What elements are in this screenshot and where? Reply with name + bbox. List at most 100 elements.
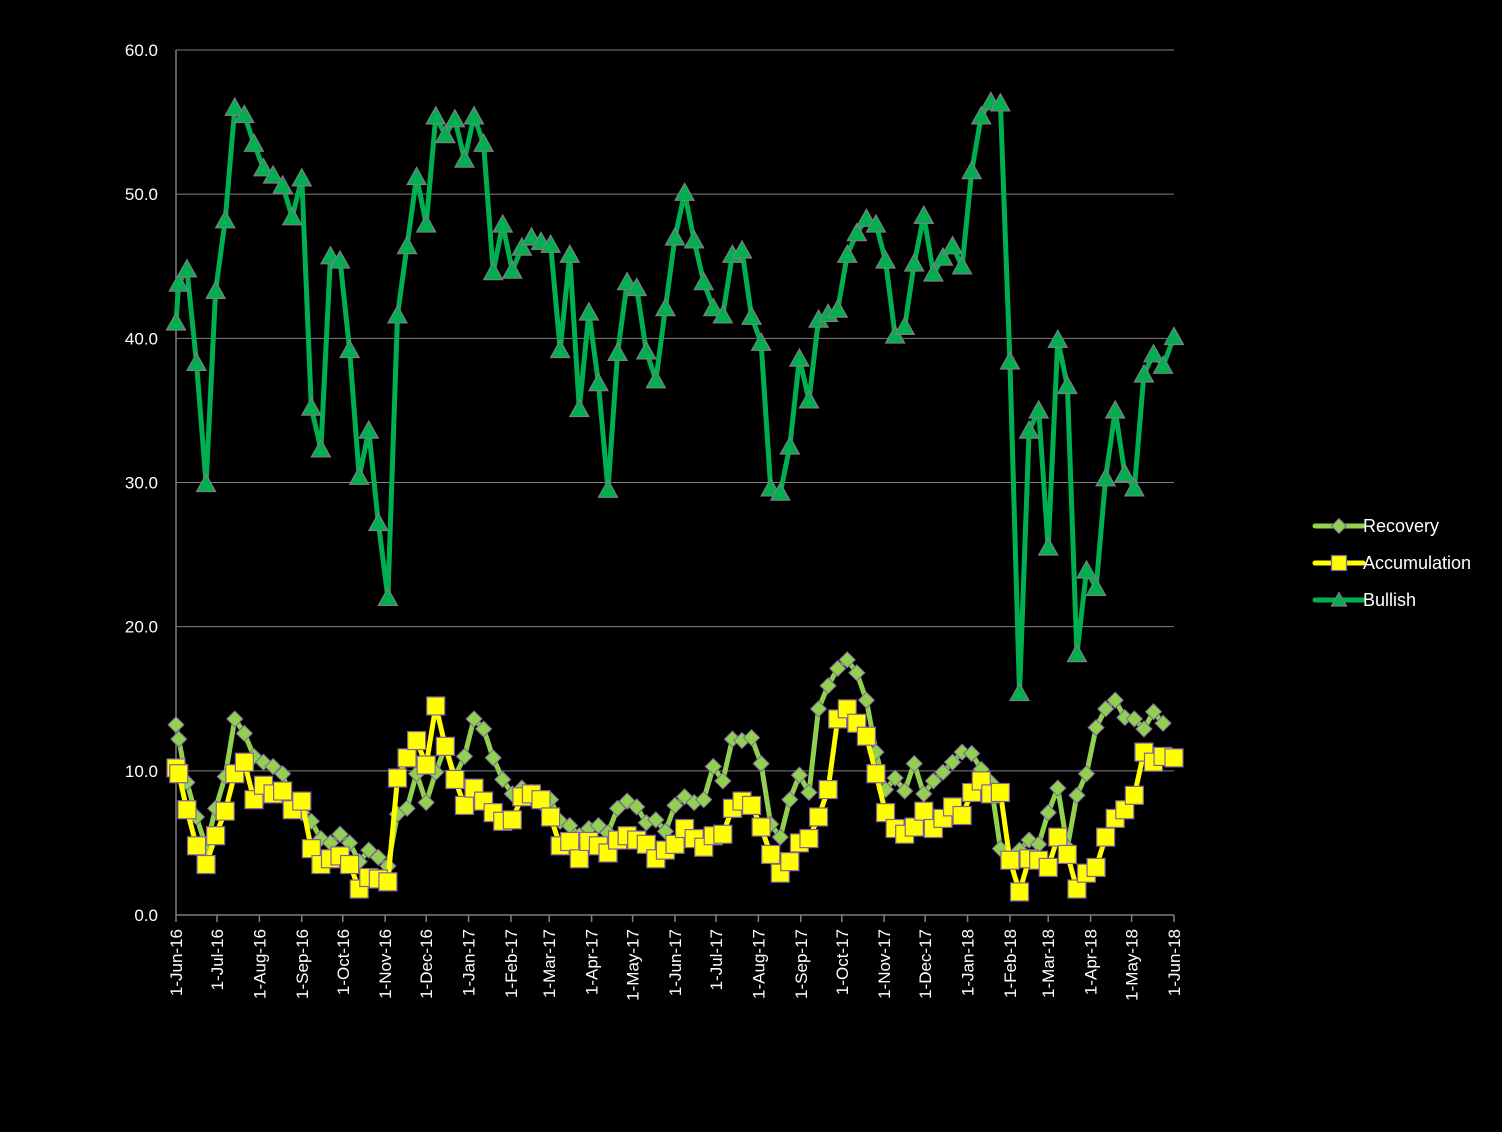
data-point-recovery — [1125, 710, 1144, 728]
data-point-bullish — [453, 148, 475, 168]
data-point-bullish — [300, 396, 322, 416]
data-point-accumulation — [569, 849, 589, 869]
data-point-accumulation — [531, 790, 551, 810]
data-point-recovery — [608, 799, 627, 818]
data-point-recovery — [455, 747, 474, 766]
data-point-bullish — [798, 389, 820, 409]
data-point-bullish — [645, 369, 667, 389]
data-point-bullish — [195, 473, 217, 493]
data-point-bullish — [492, 213, 514, 233]
data-point-bullish — [339, 339, 361, 359]
data-point-bullish — [731, 239, 753, 259]
data-point-accumulation — [387, 768, 408, 788]
data-point-bullish — [1123, 477, 1145, 497]
legend-marker-bullish — [1330, 591, 1348, 607]
data-point-bullish — [511, 236, 533, 256]
axes: 0.0 10.0 20.0 30.0 40.0 50.0 60.0 1-Jun-16 1-Jul… — [125, 41, 1184, 1001]
x-tick-label: 1-Jun-18 — [1165, 929, 1184, 996]
data-point-accumulation — [761, 844, 781, 865]
data-point-bullish — [406, 166, 428, 186]
data-point-accumulation — [397, 748, 417, 768]
data-point-bullish — [1056, 375, 1078, 395]
data-point-bullish — [176, 258, 198, 278]
data-point-recovery — [1077, 765, 1096, 783]
y-tick-label: 60.0 — [125, 41, 158, 60]
data-point-recovery — [1039, 803, 1057, 822]
data-point-recovery — [1135, 720, 1153, 738]
data-point-recovery — [1144, 703, 1163, 721]
data-point-accumulation — [454, 795, 475, 816]
data-point-recovery — [857, 691, 876, 709]
data-point-recovery — [1049, 779, 1067, 797]
data-point-bullish — [587, 372, 609, 392]
data-point-accumulation — [378, 872, 398, 892]
data-point-bullish — [626, 277, 648, 297]
series-recovery — [167, 651, 1172, 875]
data-point-bullish — [846, 222, 868, 242]
data-point-accumulation — [1038, 857, 1058, 878]
data-point-accumulation — [856, 726, 876, 746]
gridlines — [176, 49, 1174, 772]
data-point-accumulation — [1164, 748, 1184, 768]
data-point-accumulation — [445, 769, 465, 790]
x-tick-label: 1-Aug-17 — [749, 929, 768, 999]
data-point-accumulation — [177, 800, 197, 820]
data-point-recovery — [264, 757, 282, 776]
data-point-recovery — [714, 772, 732, 790]
data-point-recovery — [838, 651, 856, 669]
data-point-accumulation — [215, 801, 235, 821]
legend-marker-accumulation — [1330, 554, 1348, 572]
data-point-bullish — [415, 213, 437, 233]
data-point-bullish — [578, 301, 600, 321]
data-point-recovery — [474, 720, 493, 738]
data-point-recovery — [1154, 714, 1172, 732]
data-point-recovery — [360, 841, 378, 859]
data-point-accumulation — [741, 795, 762, 816]
data-point-recovery — [695, 790, 713, 809]
x-tick-label: 1-Jun-17 — [666, 929, 685, 996]
data-point-bullish — [607, 342, 629, 361]
x-tick-label: 1-May-18 — [1123, 929, 1142, 1001]
data-point-accumulation — [196, 854, 216, 875]
legend-item-recovery: Recovery — [1312, 516, 1439, 536]
data-point-bullish — [243, 132, 265, 152]
data-point-recovery — [235, 724, 254, 743]
data-point-accumulation — [540, 807, 561, 827]
x-tick-label: 1-Jul-17 — [707, 929, 726, 990]
data-point-recovery — [828, 659, 847, 678]
data-point-bullish — [875, 249, 897, 269]
data-point-bullish — [961, 160, 983, 180]
legend: Recovery Accumulation Bullish — [1312, 516, 1471, 610]
data-point-recovery — [809, 700, 828, 718]
data-point-bullish — [262, 164, 284, 184]
data-point-recovery — [170, 730, 188, 748]
series-line-bullish — [173, 99, 1177, 696]
data-point-accumulation — [1048, 827, 1068, 847]
series-lines — [165, 91, 1185, 902]
data-point-bullish — [1085, 577, 1107, 596]
data-point-bullish — [1075, 559, 1098, 579]
data-point-bullish — [903, 252, 925, 272]
data-point-bullish — [1047, 329, 1069, 348]
x-tick-label: 1-Sep-16 — [293, 929, 312, 999]
data-point-recovery — [800, 783, 818, 802]
x-tick-label: 1-Nov-16 — [376, 929, 395, 999]
data-point-bullish — [501, 259, 523, 279]
data-point-bullish — [168, 272, 190, 292]
data-point-bullish — [951, 255, 973, 275]
data-point-recovery — [943, 753, 962, 771]
legend-item-bullish: Bullish — [1312, 590, 1416, 610]
x-tick-label: 1-Jul-16 — [208, 929, 227, 990]
data-point-recovery — [484, 749, 502, 767]
series-bullish — [165, 91, 1185, 702]
x-tick-label: 1-Oct-16 — [334, 929, 353, 995]
data-point-recovery — [331, 825, 349, 843]
data-point-accumulation — [1096, 827, 1116, 847]
x-tick-label: 1-Dec-17 — [916, 929, 935, 999]
data-point-bullish — [1152, 354, 1174, 374]
data-point-bullish — [932, 246, 954, 266]
data-point-recovery — [417, 793, 435, 812]
y-tick-label: 40.0 — [125, 329, 158, 348]
